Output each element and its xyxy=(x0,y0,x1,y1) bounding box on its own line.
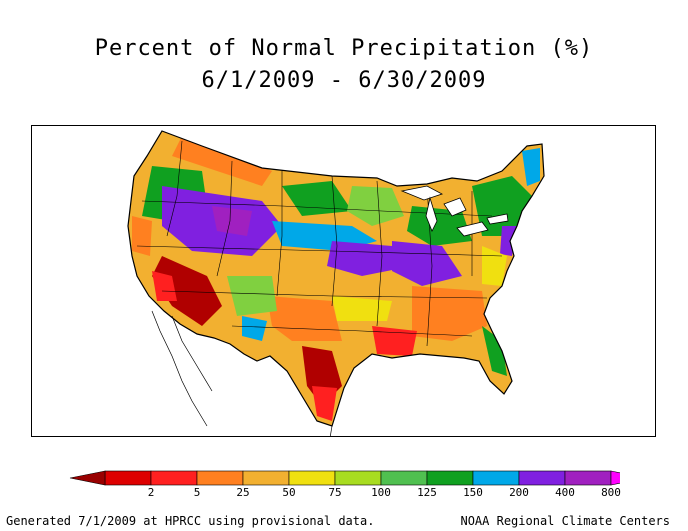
precip-region-blue xyxy=(242,316,267,341)
legend-swatch xyxy=(104,470,152,486)
legend-swatch xyxy=(564,470,612,486)
map-date-range: 6/1/2009 - 6/30/2009 xyxy=(201,68,487,93)
legend-swatch xyxy=(150,470,198,486)
legend-swatch xyxy=(472,470,520,486)
legend-tick-label: 800 xyxy=(601,486,621,499)
legend-tick-label: 50 xyxy=(282,486,296,499)
map-title: Percent of Normal Precipitation (%) xyxy=(94,36,594,61)
legend-tick-label: 125 xyxy=(417,486,437,499)
legend-swatch xyxy=(242,470,290,486)
precip-region-purple xyxy=(327,241,412,276)
map-frame xyxy=(31,125,656,437)
great-lakes xyxy=(400,185,509,237)
mexico-coastline xyxy=(151,310,333,436)
precip-region-orange xyxy=(132,216,152,256)
legend-tick-label: 2 xyxy=(147,486,155,499)
precip-region-yellow xyxy=(332,296,392,321)
source-credit: NOAA Regional Climate Centers xyxy=(460,514,670,528)
precip-region-lightgreen xyxy=(227,276,277,316)
base-fill xyxy=(128,131,544,426)
legend-swatch xyxy=(518,470,566,486)
precipitation-regions xyxy=(132,136,540,421)
precip-region-orange xyxy=(412,286,487,341)
precip-region-magenta xyxy=(212,206,252,236)
legend-tick-label: 100 xyxy=(371,486,391,499)
legend-tick-label: 75 xyxy=(328,486,342,499)
legend-swatch xyxy=(426,470,474,486)
precip-region-blue xyxy=(522,148,540,186)
legend-swatch xyxy=(196,470,244,486)
us-outline xyxy=(127,130,545,427)
precip-region-lightgreen xyxy=(347,186,404,226)
precip-region-purple xyxy=(392,241,462,286)
generated-note: Generated 7/1/2009 at HPRCC using provis… xyxy=(6,514,375,528)
precip-region-dry xyxy=(372,326,417,356)
precip-region-dry xyxy=(152,271,177,301)
precip-region-very-dry xyxy=(152,256,222,326)
precip-region-dry xyxy=(312,386,337,421)
legend-tick-label: 150 xyxy=(463,486,483,499)
precipitation-field xyxy=(128,131,544,426)
precip-region-green xyxy=(407,206,472,246)
legend-tick-label: 5 xyxy=(193,486,201,499)
precip-region-green xyxy=(472,176,532,236)
legend-swatch xyxy=(334,470,382,486)
precipitation-map xyxy=(127,130,545,436)
legend-swatch xyxy=(288,470,336,486)
precip-region-orange xyxy=(172,136,272,186)
precip-region-green xyxy=(482,326,507,376)
legend-high-arrow xyxy=(610,470,620,486)
legend-low-arrow xyxy=(69,470,106,486)
legend-tick-label: 200 xyxy=(509,486,529,499)
legend-swatch xyxy=(380,470,428,486)
legend-tick-label: 25 xyxy=(236,486,250,499)
color-legend-bar xyxy=(69,470,620,486)
legend-tick-label: 400 xyxy=(555,486,575,499)
